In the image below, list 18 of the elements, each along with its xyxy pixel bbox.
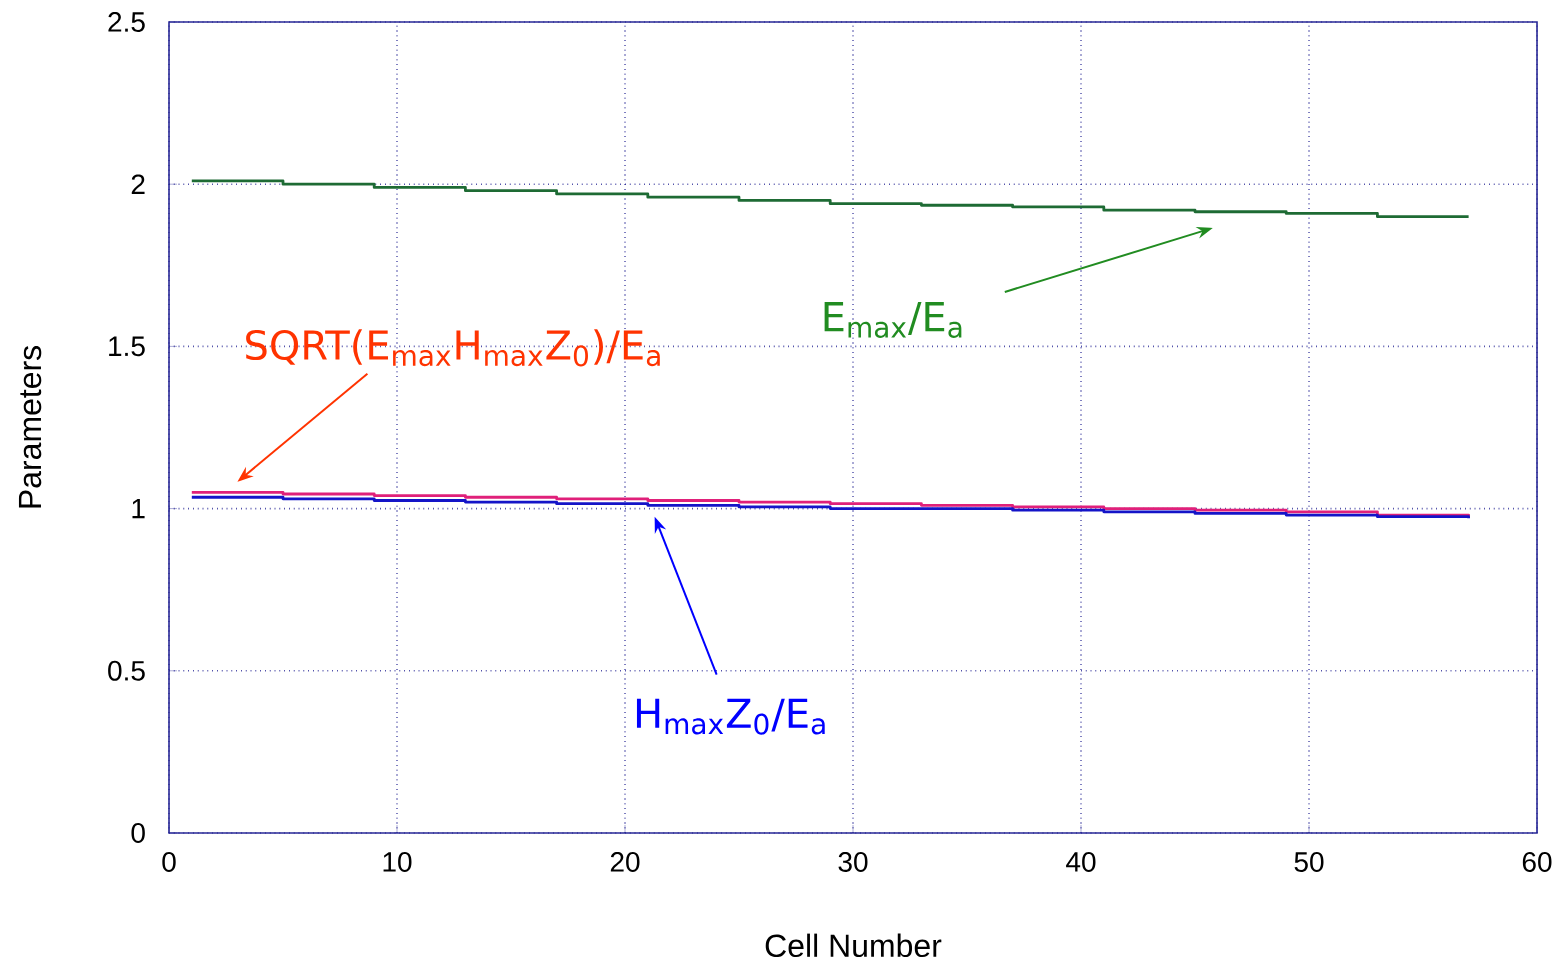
y-tick-label: 0.5 — [108, 660, 145, 681]
x-tick-label: 50 — [1294, 852, 1324, 872]
y-tick-label: 1.5 — [109, 336, 145, 357]
x-tick-label: 40 — [1066, 852, 1096, 872]
annotation: E$_{max}$/E$_{a}$ — [824, 302, 962, 338]
x-tick-label: 20 — [610, 852, 640, 872]
x-axis-title: Cell Number — [765, 933, 942, 958]
annotation: H$_{max}$Z$_{0}$/E$_{a}$ — [636, 698, 825, 735]
y-tick-label: 0 — [131, 823, 145, 843]
x-tick-label: 0 — [162, 852, 176, 872]
x-tick-label: 10 — [383, 852, 412, 872]
annotation: SQRT(E$_{max}$H$_{max}$Z$_{0}$)/E$_{a}$ — [246, 329, 660, 367]
x-tick-label: 30 — [838, 852, 868, 872]
y-tick-label: 2 — [131, 174, 145, 194]
y-tick-label: 2.5 — [108, 12, 145, 32]
y-axis-title: Parameters — [18, 345, 42, 508]
y-tick-label: 1 — [132, 498, 145, 519]
x-tick-label: 60 — [1522, 852, 1552, 872]
